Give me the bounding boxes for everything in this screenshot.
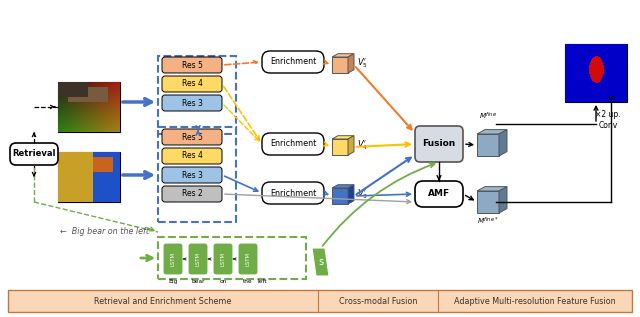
Polygon shape <box>477 134 499 156</box>
FancyBboxPatch shape <box>163 243 183 275</box>
Polygon shape <box>332 54 354 57</box>
Text: s: s <box>319 257 324 267</box>
Text: Enrichment: Enrichment <box>270 189 316 197</box>
FancyBboxPatch shape <box>262 182 324 204</box>
FancyBboxPatch shape <box>238 243 258 275</box>
Bar <box>58 152 120 202</box>
FancyBboxPatch shape <box>415 181 463 207</box>
Bar <box>8 290 632 312</box>
Text: LSTM: LSTM <box>195 252 200 266</box>
Polygon shape <box>332 139 348 155</box>
Text: Res 4: Res 4 <box>182 80 202 88</box>
Text: Retrieval and Enrichment Scheme: Retrieval and Enrichment Scheme <box>94 296 232 306</box>
Text: Fusion: Fusion <box>422 139 456 148</box>
Bar <box>565 44 627 102</box>
Text: bear: bear <box>191 279 205 284</box>
Text: AMF: AMF <box>428 190 450 198</box>
Bar <box>58 82 120 132</box>
Polygon shape <box>348 136 354 155</box>
Text: left: left <box>257 279 267 284</box>
Text: Res 5: Res 5 <box>182 61 202 69</box>
Text: Res 5: Res 5 <box>182 133 202 141</box>
Text: Enrichment: Enrichment <box>270 139 316 148</box>
Polygon shape <box>477 187 507 191</box>
Text: LSTM: LSTM <box>246 252 250 266</box>
Polygon shape <box>332 136 354 139</box>
Polygon shape <box>348 54 354 73</box>
Bar <box>158 127 236 222</box>
Polygon shape <box>499 130 507 156</box>
Text: Adaptive Multi-resolution Feature Fusion: Adaptive Multi-resolution Feature Fusion <box>454 296 616 306</box>
Polygon shape <box>499 187 507 213</box>
Text: ×2 up.
Conv: ×2 up. Conv <box>595 110 621 130</box>
Bar <box>158 56 236 134</box>
Text: LSTM: LSTM <box>170 252 175 266</box>
Polygon shape <box>332 57 348 73</box>
FancyBboxPatch shape <box>162 129 222 145</box>
Text: Res 4: Res 4 <box>182 152 202 160</box>
FancyBboxPatch shape <box>213 243 233 275</box>
Polygon shape <box>477 130 507 134</box>
Text: LSTM: LSTM <box>221 252 225 266</box>
Text: $V_3'$: $V_3'$ <box>357 187 368 201</box>
FancyBboxPatch shape <box>262 51 324 73</box>
FancyBboxPatch shape <box>188 243 208 275</box>
Bar <box>158 237 306 279</box>
Text: $V_4'$: $V_4'$ <box>357 138 368 152</box>
FancyBboxPatch shape <box>162 148 222 164</box>
Text: Res 2: Res 2 <box>182 190 202 198</box>
Polygon shape <box>312 248 329 276</box>
Text: Res 3: Res 3 <box>182 99 202 107</box>
FancyBboxPatch shape <box>10 143 58 165</box>
Text: Retrieval: Retrieval <box>12 150 56 158</box>
Text: the: the <box>243 279 253 284</box>
Text: $V_5'$: $V_5'$ <box>357 56 368 70</box>
Text: ←  Big bear on the left: ← Big bear on the left <box>60 228 149 236</box>
FancyBboxPatch shape <box>162 57 222 73</box>
Text: $M^{fine}$: $M^{fine}$ <box>479 111 497 122</box>
Text: Big: Big <box>168 279 178 284</box>
FancyBboxPatch shape <box>162 167 222 183</box>
Text: $M^{fine*}$: $M^{fine*}$ <box>477 216 499 227</box>
Text: Cross-modal Fusion: Cross-modal Fusion <box>339 296 417 306</box>
FancyBboxPatch shape <box>162 95 222 111</box>
Polygon shape <box>348 185 354 204</box>
Polygon shape <box>477 191 499 213</box>
FancyBboxPatch shape <box>262 133 324 155</box>
FancyBboxPatch shape <box>415 126 463 162</box>
Polygon shape <box>332 185 354 188</box>
Text: Res 3: Res 3 <box>182 171 202 179</box>
Polygon shape <box>332 188 348 204</box>
FancyBboxPatch shape <box>162 186 222 202</box>
Text: on: on <box>220 279 227 284</box>
Text: Enrichment: Enrichment <box>270 57 316 67</box>
FancyBboxPatch shape <box>162 76 222 92</box>
